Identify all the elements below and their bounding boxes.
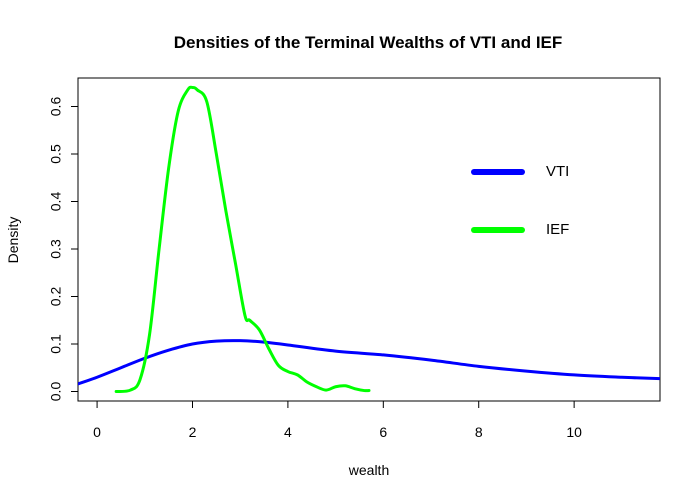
y-axis-label: Density xyxy=(5,217,21,264)
legend-label-vti: VTI xyxy=(546,163,569,180)
series-layer xyxy=(78,85,660,393)
x-tick-label: 4 xyxy=(284,424,292,440)
x-tick-label: 8 xyxy=(475,424,483,440)
y-tick-label: 0.0 xyxy=(48,382,64,402)
x-tick-label: 6 xyxy=(379,424,387,440)
y-tick-label: 0.1 xyxy=(48,334,64,354)
y-tick-label: 0.3 xyxy=(48,239,64,259)
y-tick-label: 0.6 xyxy=(48,97,64,117)
y-tick-label: 0.5 xyxy=(48,144,64,164)
x-tick-label: 10 xyxy=(566,424,582,440)
y-tick-label: 0.2 xyxy=(48,287,64,307)
x-tick-label: 2 xyxy=(189,424,197,440)
series-line-vti xyxy=(78,339,660,386)
x-axis: 0 2 4 6 8 10 xyxy=(93,400,582,440)
x-axis-label: wealth xyxy=(348,462,389,478)
y-axis: 0.0 0.1 0.2 0.3 0.4 0.5 0.6 xyxy=(48,97,79,402)
series-line-ief xyxy=(114,85,371,393)
y-tick-label: 0.4 xyxy=(48,192,64,212)
x-tick-label: 0 xyxy=(93,424,101,440)
legend: VTI IEF xyxy=(471,163,569,238)
legend-label-ief: IEF xyxy=(546,221,569,238)
chart-title: Densities of the Terminal Wealths of VTI… xyxy=(174,33,563,52)
